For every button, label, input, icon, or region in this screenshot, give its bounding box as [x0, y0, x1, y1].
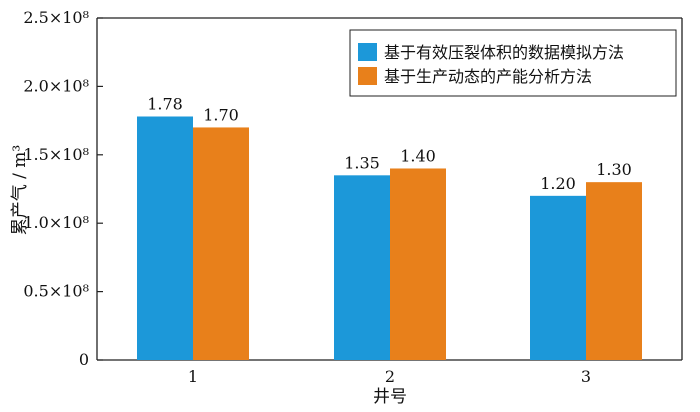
- y-tick-label: 2.5×10⁸: [23, 8, 89, 27]
- legend-swatch: [358, 43, 377, 61]
- x-axis-title: 井号: [373, 387, 407, 407]
- bar-series-1-well-3: [530, 195, 586, 360]
- bar-series-2-well-1: [193, 127, 249, 360]
- bar-series-1-well-1: [137, 116, 193, 360]
- y-tick-label: 0.5×10⁸: [23, 282, 89, 301]
- x-tick-label: 1: [188, 367, 198, 386]
- y-ticks: 0 0.5×10⁸ 1.0×10⁸ 1.5×10⁸ 2.0×10⁸ 2.5×10⁸: [23, 8, 103, 369]
- y-axis-title: 累产气 / m³: [10, 145, 30, 235]
- legend-swatch: [358, 67, 377, 85]
- legend-label: 基于有效压裂体积的数据模拟方法: [384, 43, 624, 62]
- x-tick-label: 3: [581, 367, 591, 386]
- y-tick-label: 0: [79, 350, 89, 369]
- y-tick-label: 1.5×10⁸: [23, 145, 89, 164]
- bar-value-label: 1.70: [203, 105, 239, 124]
- bar-value-label: 1.20: [540, 174, 576, 193]
- bar-value-label: 1.35: [344, 153, 380, 172]
- value-labels: 1.78 1.70 1.35 1.40 1.20 1.30: [147, 94, 632, 192]
- bar-value-label: 1.40: [400, 146, 436, 165]
- bar-value-label: 1.78: [147, 94, 183, 113]
- legend-box: [349, 29, 677, 97]
- legend-label: 基于生产动态的产能分析方法: [384, 67, 592, 86]
- bars: [137, 116, 642, 360]
- bar-series-1-well-2: [334, 175, 390, 360]
- bar-series-2-well-3: [586, 182, 642, 360]
- bar-value-label: 1.30: [596, 160, 632, 179]
- y-tick-label: 2.0×10⁸: [23, 76, 89, 95]
- y-tick-label: 1.0×10⁸: [23, 213, 89, 232]
- x-tick-label: 2: [385, 367, 395, 386]
- bar-series-2-well-2: [390, 168, 446, 360]
